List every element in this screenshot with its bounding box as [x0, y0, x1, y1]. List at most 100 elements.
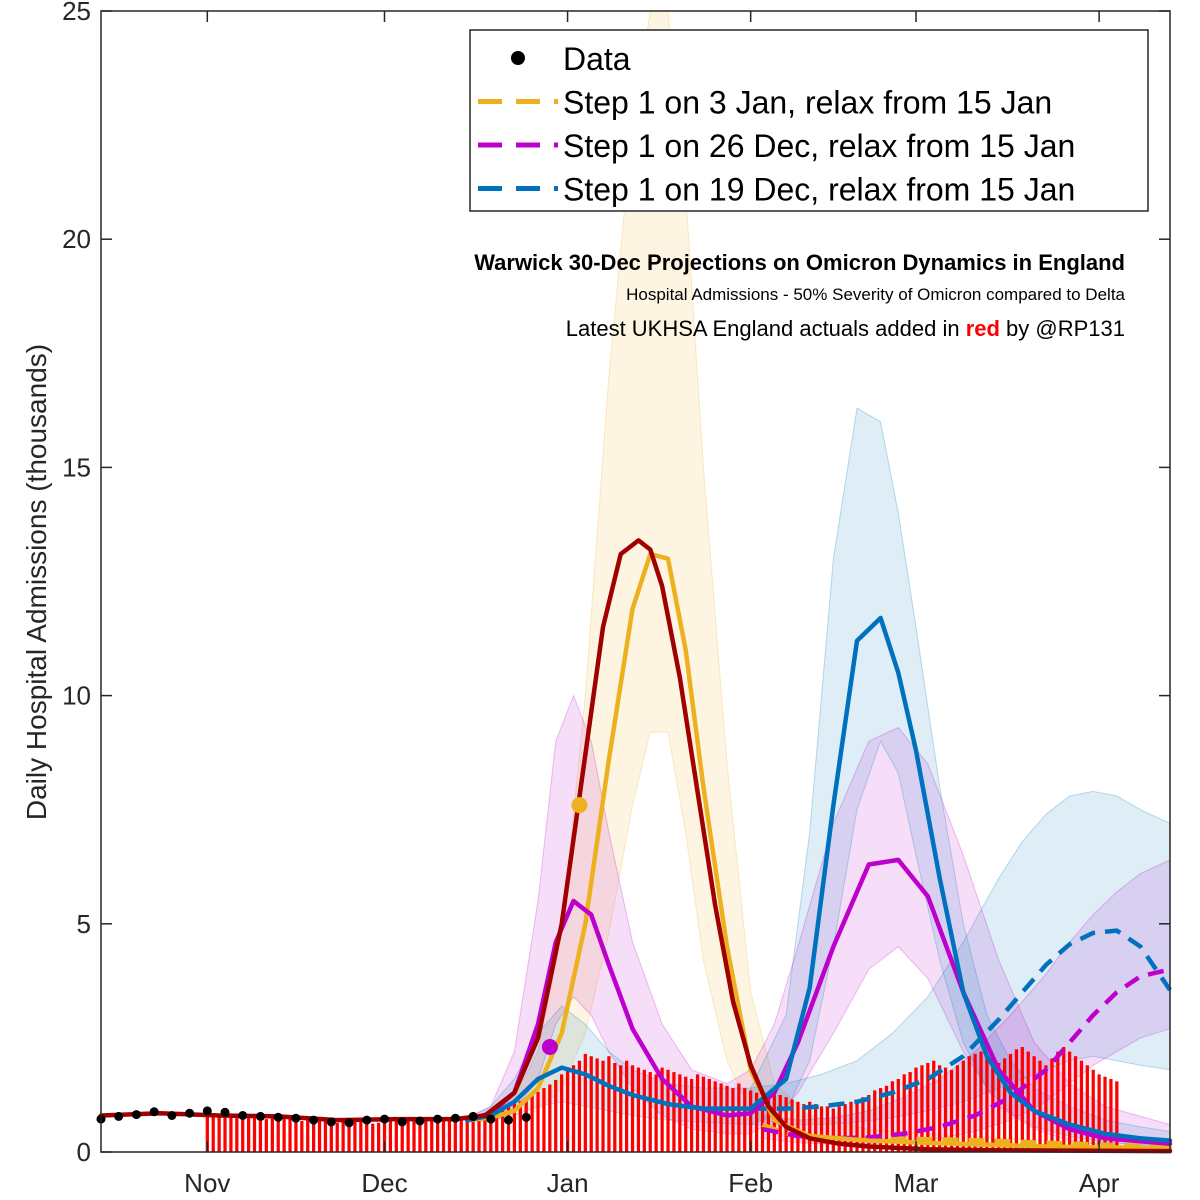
actuals-bar — [412, 1121, 416, 1152]
actuals-bar — [312, 1119, 316, 1152]
actuals-bar — [755, 1092, 759, 1152]
actuals-bar — [861, 1097, 865, 1152]
actuals-bar — [359, 1121, 363, 1152]
actuals-bar — [560, 1074, 564, 1152]
actuals-bar — [825, 1106, 830, 1152]
x-tick-label: Apr — [1079, 1168, 1120, 1198]
actuals-bar — [648, 1072, 652, 1152]
actuals-bar — [477, 1114, 481, 1152]
projection-start-marker — [571, 797, 588, 814]
actuals-bar — [967, 1056, 971, 1152]
actuals-bar — [1079, 1060, 1084, 1152]
actuals-bar — [932, 1060, 936, 1152]
actuals-bar — [613, 1063, 617, 1152]
actuals-bar — [973, 1053, 977, 1152]
actuals-bar — [323, 1120, 328, 1152]
actuals-bar — [406, 1120, 410, 1152]
actuals-bar — [1003, 1058, 1007, 1152]
actuals-bar — [737, 1083, 741, 1152]
actuals-bar — [684, 1076, 688, 1152]
actuals-bar — [518, 1100, 522, 1152]
actuals-bar — [294, 1120, 298, 1152]
note-suffix: by @RP131 — [1000, 316, 1125, 341]
actuals-bar — [707, 1079, 711, 1152]
actuals-bar — [979, 1051, 983, 1152]
actuals-bar — [1115, 1081, 1119, 1152]
actuals-bar — [241, 1114, 245, 1152]
data-point — [291, 1113, 301, 1123]
step-1-on-19-dec-relax-from-15-jan-solid-line — [464, 615, 1173, 1143]
actuals-bar — [908, 1072, 912, 1152]
legend-label: Data — [563, 41, 631, 77]
actuals-bar — [896, 1079, 900, 1152]
actuals-bar — [247, 1115, 251, 1152]
actuals-bar — [879, 1088, 883, 1152]
actuals-bar — [802, 1104, 806, 1152]
chart-title: Warwick 30-Dec Projections on Omicron Dy… — [474, 250, 1125, 275]
actuals-bar — [843, 1104, 847, 1152]
data-point — [504, 1115, 513, 1125]
actuals-bar — [371, 1123, 375, 1152]
actuals-bar — [536, 1091, 540, 1152]
actuals-bar — [719, 1083, 723, 1152]
axes-frame — [100, 10, 1171, 1153]
data-point — [468, 1111, 478, 1121]
actuals-bar — [548, 1084, 552, 1152]
actuals-bar — [601, 1060, 605, 1152]
actuals-bar — [436, 1117, 440, 1152]
actuals-bar — [1068, 1051, 1072, 1152]
actuals-bar — [583, 1053, 587, 1152]
actuals-bar — [282, 1116, 286, 1152]
actuals-bar — [796, 1101, 800, 1152]
actuals-bar — [1091, 1069, 1095, 1152]
actuals-bar — [317, 1118, 322, 1152]
actuals-bar — [459, 1118, 463, 1152]
actuals-bar — [595, 1058, 599, 1152]
y-tick-label: 15 — [62, 452, 91, 482]
y-axis-label: Daily Hospital Admissions (thousands) — [21, 344, 52, 820]
actuals-bar — [672, 1072, 676, 1152]
step-1-on-26-dec-relax-from-15-jan-dashed-relax-line — [762, 967, 1171, 1141]
actuals-bar — [577, 1060, 582, 1152]
actuals-bar — [524, 1098, 528, 1152]
actuals-bar — [453, 1120, 457, 1152]
x-axis-ticks: Nov Dec Jan Feb Mar Apr — [184, 11, 1120, 1198]
actuals-bar — [666, 1069, 670, 1152]
actuals-bar — [884, 1085, 889, 1152]
actuals-bar — [678, 1074, 682, 1152]
actuals-bar — [690, 1079, 694, 1152]
actuals-bar — [394, 1120, 398, 1152]
actuals-bar — [654, 1074, 658, 1152]
actuals-bar — [808, 1101, 812, 1152]
actuals-bar — [1073, 1056, 1078, 1152]
data-point — [185, 1108, 195, 1118]
actuals-bar — [938, 1065, 942, 1152]
actuals-bar — [926, 1063, 930, 1152]
actuals-bar — [205, 1113, 209, 1152]
actuals-bar — [495, 1110, 499, 1152]
actuals-bar — [1062, 1047, 1066, 1152]
actuals-bar — [831, 1108, 835, 1152]
actuals-bar — [306, 1120, 310, 1152]
chart-note: Latest UKHSA England actuals added in re… — [566, 316, 1125, 341]
actuals-bar — [335, 1122, 339, 1152]
actuals-bar — [725, 1085, 729, 1152]
actuals-bar — [1085, 1065, 1089, 1152]
actuals-bar — [636, 1067, 641, 1152]
data-point — [521, 1112, 531, 1122]
legend-label: Step 1 on 3 Jan, relax from 15 Jan — [563, 85, 1052, 121]
plot-area-border — [100, 10, 1171, 1153]
actuals-bar — [276, 1117, 280, 1152]
actuals-bar — [288, 1118, 292, 1152]
legend-label: Step 1 on 19 Dec, relax from 15 Jan — [563, 172, 1075, 208]
data-point — [273, 1112, 283, 1122]
chart-subtitle: Hospital Admissions - 50% Severity of Om… — [626, 285, 1125, 304]
actuals-bar — [530, 1095, 534, 1152]
step-1-on-19-dec-relax-from-15-jan-dashed-relax-line — [750, 928, 1172, 1111]
actuals-bar — [819, 1106, 824, 1152]
actuals-bar — [1038, 1060, 1042, 1152]
actuals-bar — [943, 1067, 948, 1152]
actuals-bar — [749, 1090, 753, 1152]
actuals-bar — [1008, 1053, 1013, 1152]
